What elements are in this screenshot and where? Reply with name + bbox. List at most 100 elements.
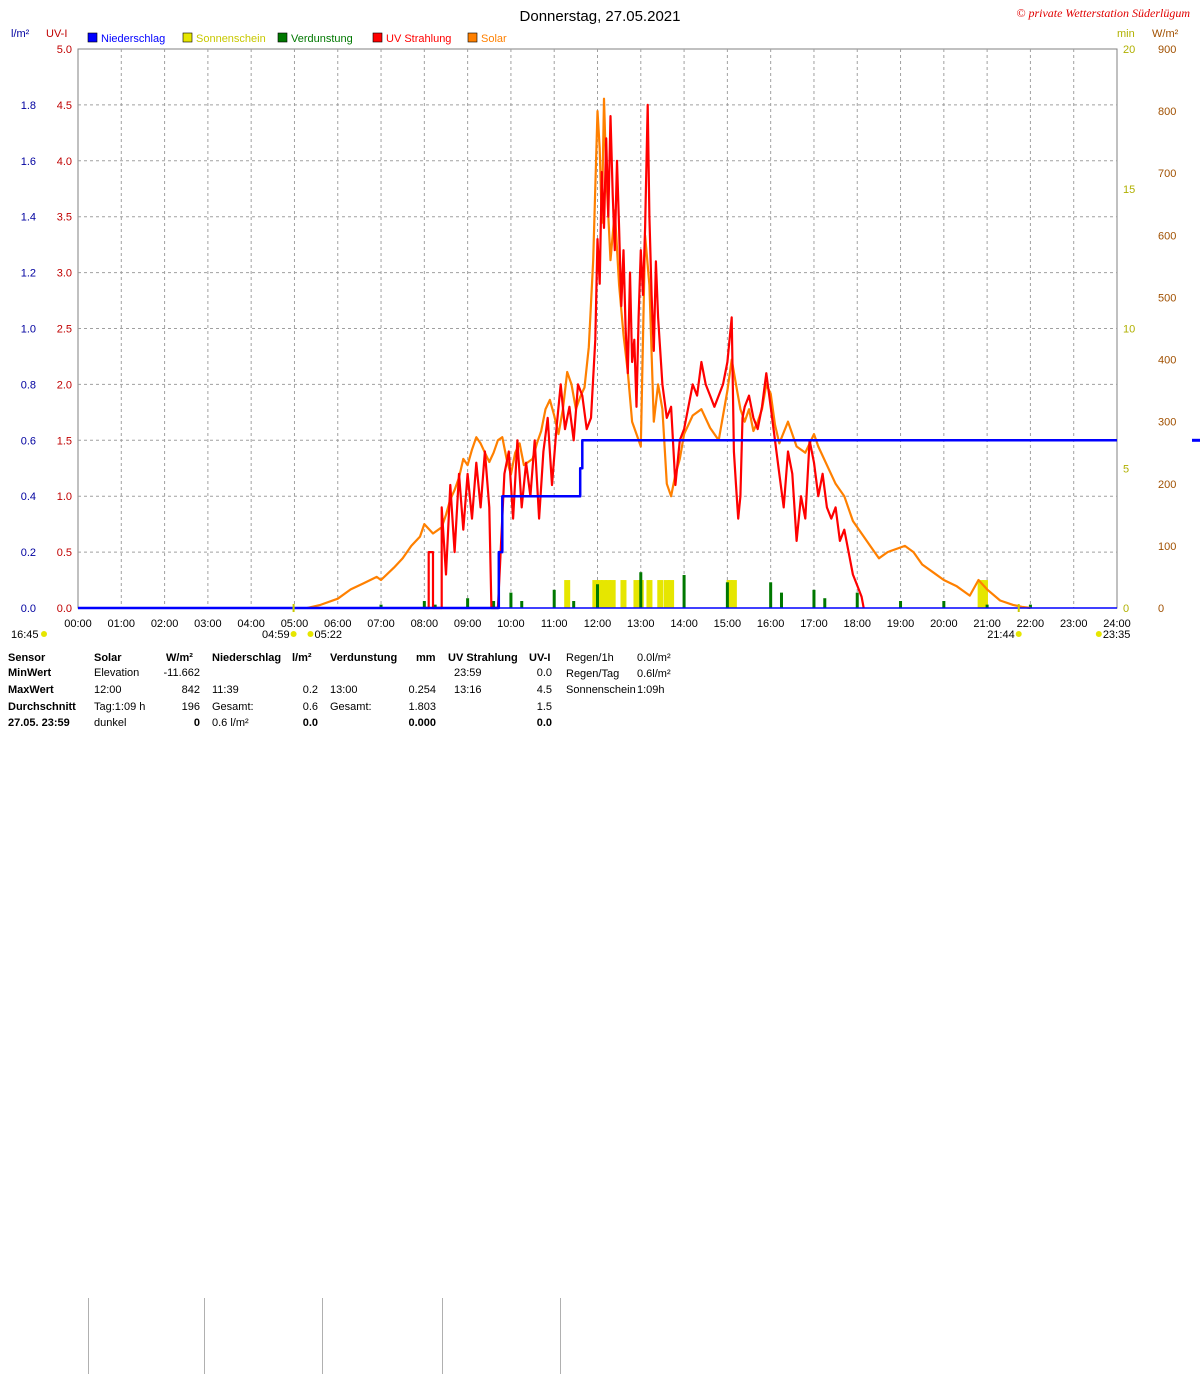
time-axis-tick: 12:00 <box>584 618 612 630</box>
stats-cell: 0.0 <box>536 717 552 729</box>
solar-axis-tick: 400 <box>1158 355 1176 367</box>
rain-axis-tick: 1.0 <box>21 324 36 336</box>
uv-header: UV Strahlung <box>448 652 518 664</box>
stats-cell: Gesamt: <box>330 701 372 713</box>
evaporation-bar <box>942 601 946 608</box>
stats-cell: Durchschnitt <box>8 701 76 713</box>
sunrise-label: 04:59 <box>262 629 290 641</box>
evaporation-bar <box>433 604 437 608</box>
sunshine-axis-tick: 5 <box>1123 463 1129 475</box>
time-axis-tick: 18:00 <box>843 618 871 630</box>
evap-header: Verdunstung <box>330 652 398 664</box>
evaporation-bar <box>596 584 599 608</box>
summary-label: Sonnenschein <box>566 684 636 696</box>
stats-cell: 13:00 <box>330 684 358 696</box>
sunshine-bar <box>981 580 988 608</box>
legend-swatch <box>277 32 288 43</box>
uv-unit-label: UV-I <box>46 28 67 40</box>
uv-axis-tick: 2.5 <box>57 324 72 336</box>
solar-axis-tick: 700 <box>1158 168 1176 180</box>
time-axis-tick: 04:00 <box>237 618 265 630</box>
sunshine-bar <box>609 580 616 608</box>
sunshine-bar <box>600 580 607 608</box>
legend-label: Verdunstung <box>291 33 353 45</box>
rain-header: Niederschlag <box>212 652 282 664</box>
sun-event-label: 16:45 <box>11 629 39 641</box>
rain-axis-tick: 1.8 <box>21 100 36 112</box>
summary-value: 1:09h <box>637 684 665 696</box>
legend-label: UV Strahlung <box>386 33 451 45</box>
time-axis-tick: 07:00 <box>367 618 395 630</box>
evaporation-bar <box>572 601 576 608</box>
stats-cell: MaxWert <box>8 684 54 696</box>
sunshine-axis-tick: 10 <box>1123 324 1135 336</box>
stats-cell: 842 <box>181 684 200 696</box>
solar-axis-tick: 600 <box>1158 230 1176 242</box>
uv-axis-tick: 3.0 <box>57 268 72 280</box>
time-axis-tick: 11:00 <box>541 618 568 630</box>
uv-axis-tick: 1.5 <box>57 435 72 447</box>
time-axis-tick: 06:00 <box>324 618 352 630</box>
sunshine-bar <box>605 580 612 608</box>
rain-axis-tick: 1.4 <box>21 212 36 224</box>
evaporation-bar <box>855 592 859 608</box>
time-axis-tick: 17:00 <box>800 618 828 630</box>
stats-cell: dunkel <box>94 717 127 729</box>
legend: Niederschlag Sonnenschein Verdunstung UV St… <box>87 32 507 45</box>
uv-axis-tick: 2.0 <box>57 379 72 391</box>
evaporation-bar <box>779 592 783 608</box>
time-axis-tick: 03:00 <box>194 618 222 630</box>
sunshine-axis-tick: 15 <box>1123 184 1135 196</box>
rain-axis-tick: 1.6 <box>21 156 36 168</box>
stats-cell: 1.5 <box>536 701 552 713</box>
stats-cell: 11:39 <box>212 684 239 696</box>
time-axis-tick: 22:00 <box>1017 618 1045 630</box>
evaporation-bar <box>379 604 383 608</box>
stats-cell: 0.0 <box>536 667 552 679</box>
stats-cell: 27.05. 23:59 <box>8 717 70 729</box>
stats-cell: 0.6 <box>302 701 318 713</box>
time-axis-tick: 19:00 <box>887 618 915 630</box>
evaporation-bar <box>1028 604 1032 608</box>
time-axis-tick: 16:00 <box>757 618 785 630</box>
uv-axis-tick: 4.0 <box>57 156 72 168</box>
legend-label: Sonnenschein <box>196 33 266 45</box>
chart-title: Donnerstag, 27.05.2021 <box>520 8 681 25</box>
evaporation-bar <box>509 592 513 608</box>
sunshine-bar <box>726 580 733 608</box>
sunshine-bar <box>646 580 653 608</box>
evaporation-bar <box>552 589 556 608</box>
evaporation-bar <box>639 572 643 608</box>
sunshine-bar <box>730 580 737 608</box>
sunset-label: 21:44 <box>987 629 1015 641</box>
rain-axis-tick: 0.2 <box>21 547 36 559</box>
uv-axis-tick: 0.0 <box>57 603 72 615</box>
lines-layer <box>78 97 1200 610</box>
time-axis-tick: 15:00 <box>714 618 742 630</box>
stats-cell: 0.254 <box>408 684 436 696</box>
stats-cell: 0.2 <box>302 684 318 696</box>
rain-axis-tick: 0.8 <box>21 379 36 391</box>
time-axis-tick: 13:00 <box>627 618 655 630</box>
sunshine-bar <box>596 580 603 608</box>
stats-cell: 0.000 <box>408 717 436 729</box>
rain-line <box>78 439 1117 610</box>
rain-axis-tick: 0.6 <box>21 435 36 447</box>
sunset-label: 23:35 <box>1103 629 1131 641</box>
sunset-icon <box>1095 631 1102 637</box>
evaporation-bar <box>769 582 773 608</box>
stats-cell: MinWert <box>8 667 52 679</box>
legend-swatch <box>467 32 478 43</box>
sunshine-bar <box>633 580 640 608</box>
stats-cell: 0 <box>193 717 200 729</box>
sun-icon <box>41 631 47 637</box>
evaporation-bar <box>682 575 686 608</box>
stats-cell: Tag:1:09 h <box>94 701 146 713</box>
stats-cell: -11.662 <box>163 667 201 679</box>
legend-swatch <box>182 32 193 43</box>
solar-unit-label: W/m² <box>1152 28 1179 40</box>
time-axis-tick: 00:00 <box>64 618 92 630</box>
time-axis-tick: 23:00 <box>1060 618 1088 630</box>
sunshine-axis-tick: 0 <box>1123 603 1129 615</box>
stats-cell: 4.5 <box>536 684 552 696</box>
